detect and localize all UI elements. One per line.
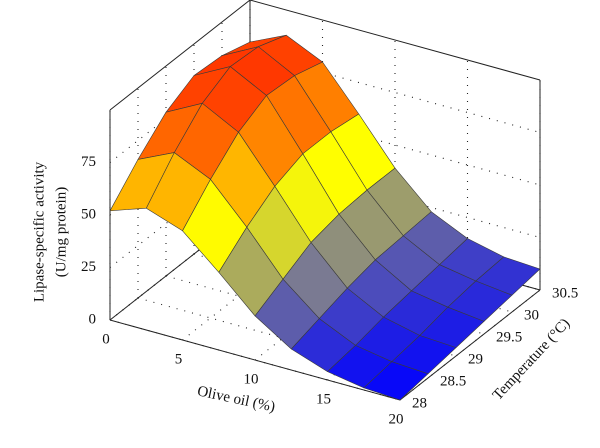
- x-tick-label: 10: [244, 371, 259, 387]
- y-tick-label: 29: [468, 351, 483, 367]
- y-tick-label: 28.5: [440, 373, 466, 389]
- y-tick-label: 29.5: [496, 329, 522, 345]
- z-tick-label: 25: [81, 259, 96, 275]
- box-edge: [399, 289, 541, 401]
- box-edge: [109, 0, 251, 111]
- z-axis-title-line: (U/mg protein): [53, 187, 69, 277]
- x-tick-label: 0: [102, 331, 110, 347]
- x-axis-title: Olive oil (%): [196, 383, 277, 415]
- box-edge: [249, 0, 541, 81]
- x-tick-label: 5: [175, 351, 183, 367]
- z-tick-label: 50: [81, 206, 96, 222]
- surface-patch: [363, 361, 429, 401]
- y-tick-label: 30.5: [552, 285, 578, 301]
- x-tick-label: 15: [316, 391, 331, 407]
- z-axis-title: Lipase-specific activity (U/mg protein): [31, 161, 69, 302]
- z-axis-title-line: Lipase-specific activity: [31, 161, 47, 302]
- y-tick-label: 28: [412, 395, 427, 411]
- z-tick-label: 0: [89, 311, 97, 327]
- surface: [109, 34, 541, 401]
- z-tick-label: 75: [81, 154, 96, 170]
- x-tick-label: 20: [389, 411, 404, 427]
- y-tick-label: 30: [524, 307, 539, 323]
